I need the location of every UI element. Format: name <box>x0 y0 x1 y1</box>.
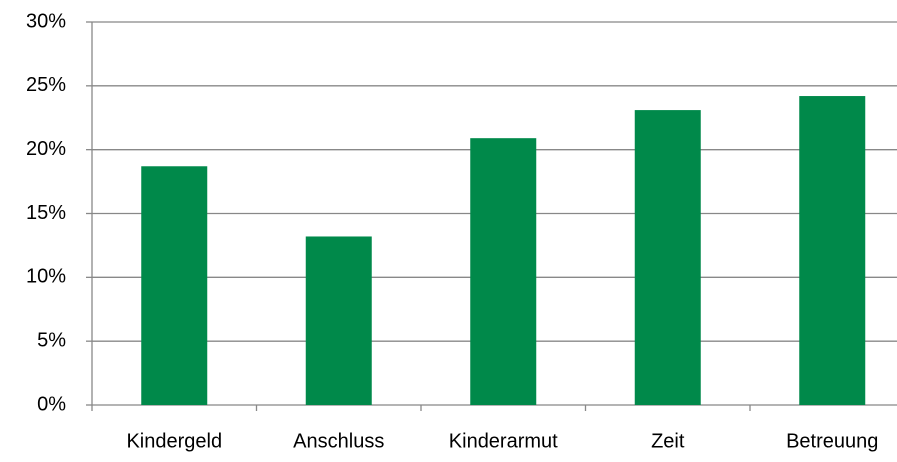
x-tick-label: Anschluss <box>293 430 384 452</box>
y-tick-label: 25% <box>26 74 66 96</box>
y-tick-label: 15% <box>26 202 66 224</box>
x-tick-label: Zeit <box>651 430 685 452</box>
bar <box>305 236 372 405</box>
y-tick-label: 10% <box>26 266 66 288</box>
y-tick-label: 0% <box>37 393 66 415</box>
bar <box>634 110 701 405</box>
y-tick-label: 20% <box>26 138 66 160</box>
x-tick-label: Betreuung <box>786 430 878 452</box>
y-tick-label: 5% <box>37 329 66 351</box>
x-tick-label: Kinderarmut <box>449 430 558 452</box>
x-tick-label: Kindergeld <box>126 430 222 452</box>
bar <box>141 166 208 405</box>
bar <box>470 138 537 405</box>
y-tick-label: 30% <box>26 10 66 32</box>
bar <box>799 96 866 406</box>
